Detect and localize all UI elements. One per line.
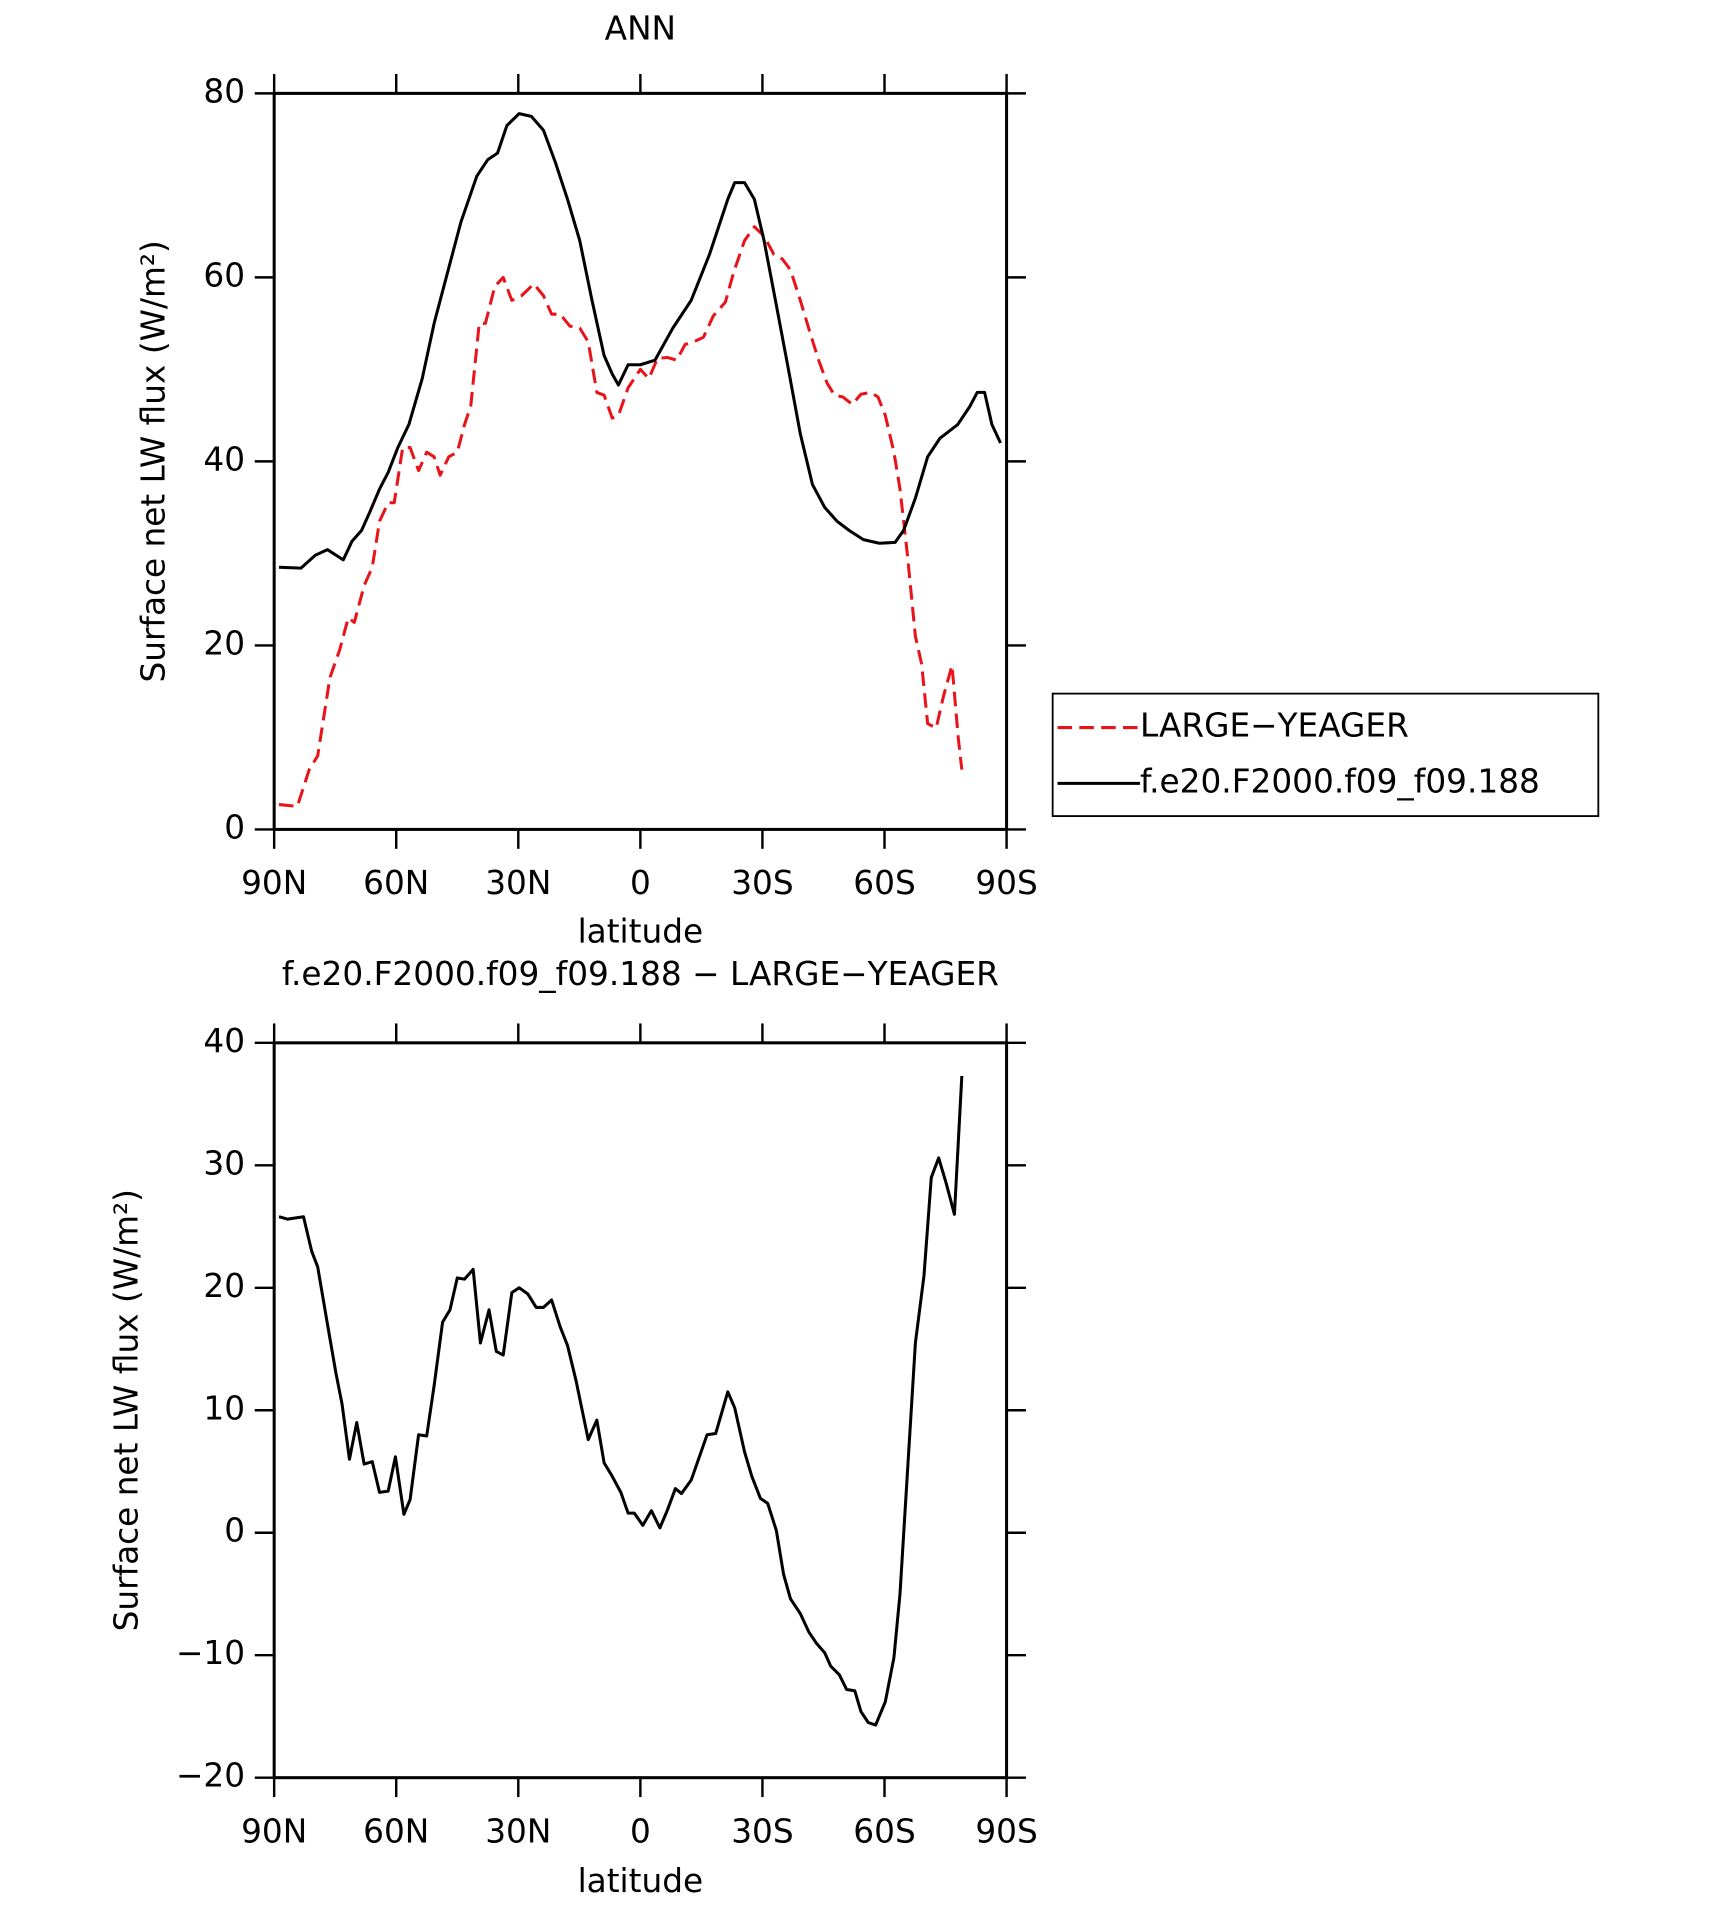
x-tick-label: 30N [485, 1812, 551, 1850]
x-tick-label: 90N [241, 864, 307, 902]
x-tick-label: 60S [853, 864, 915, 902]
y-tick-label: 0 [224, 808, 245, 846]
x-tick-label: 30S [731, 864, 793, 902]
y-tick-label: −20 [176, 1757, 245, 1795]
y-tick-label: 20 [203, 1267, 245, 1305]
x-tick-label: 0 [630, 1812, 651, 1850]
x-tick-label: 90S [975, 864, 1037, 902]
y-tick-label: 20 [203, 624, 245, 662]
y-tick-label: 40 [203, 1022, 245, 1060]
legend-label: f.e20.F2000.f09_f09.188 [1140, 762, 1540, 800]
chart-title: ANN [605, 9, 676, 47]
x-axis-label: latitude [578, 913, 704, 951]
data-line [278, 1075, 964, 1727]
y-tick-label: 60 [203, 256, 245, 294]
y-axis-label: Surface net LW flux (W/m²) [108, 1189, 146, 1631]
x-tick-label: 30S [731, 1812, 793, 1850]
data-line [278, 112, 1002, 570]
x-tick-label: 30N [485, 864, 551, 902]
y-tick-label: 10 [203, 1389, 245, 1427]
plot-frame [272, 1041, 1009, 1780]
x-tick-label: 90N [241, 1812, 307, 1850]
x-tick-label: 60N [363, 864, 429, 902]
legend-label: LARGE−YEAGER [1140, 707, 1409, 745]
x-tick-label: 60N [363, 1812, 429, 1850]
x-tick-label: 60S [853, 1812, 915, 1850]
y-tick-label: −10 [176, 1634, 245, 1672]
x-tick-label: 90S [975, 1812, 1037, 1850]
x-tick-label: 0 [630, 864, 651, 902]
x-axis-label: latitude [578, 1862, 704, 1900]
chart-title: f.e20.F2000.f09_f09.188 − LARGE−YEAGER [282, 955, 999, 993]
y-tick-label: 80 [203, 72, 245, 110]
y-tick-label: 30 [203, 1144, 245, 1182]
y-axis-label: Surface net LW flux (W/m²) [134, 240, 172, 682]
legend-box [1051, 692, 1600, 817]
data-line [278, 225, 964, 808]
y-tick-label: 40 [203, 440, 245, 478]
plot-frame [272, 91, 1009, 831]
y-tick-label: 0 [224, 1512, 245, 1550]
